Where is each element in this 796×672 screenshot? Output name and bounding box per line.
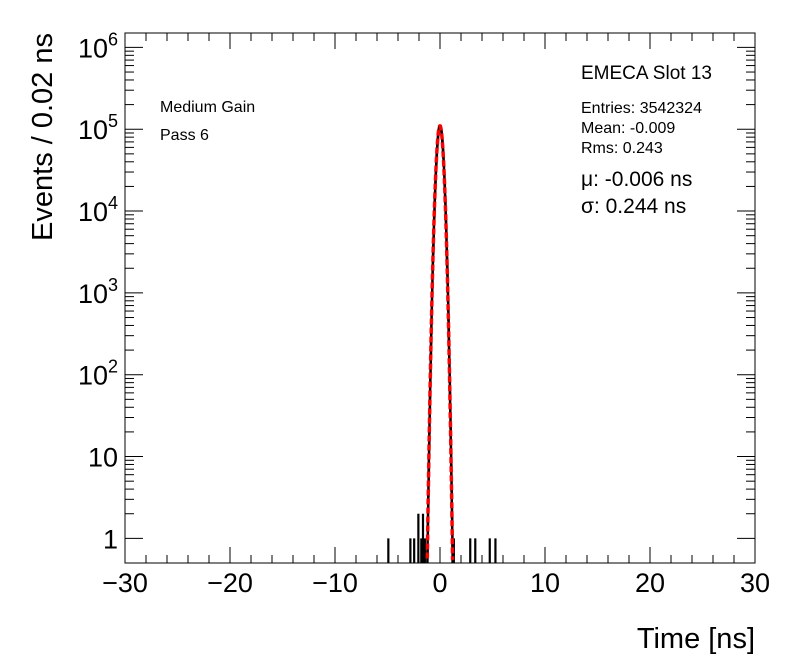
y-tick-exponent: 3 <box>108 275 118 295</box>
x-tick-label: −20 <box>207 568 253 598</box>
y-tick-label: 104 <box>78 193 118 227</box>
fit-sigma-label: σ: 0.244 ns <box>581 195 687 218</box>
y-axis-title: Events / 0.02 ns <box>27 33 59 241</box>
y-axis-ticks <box>125 46 755 539</box>
x-tick-label: −30 <box>102 568 148 598</box>
y-tick-label: 10 <box>88 443 118 473</box>
x-tick-label: 30 <box>740 568 770 598</box>
slot-label: EMECA Slot 13 <box>581 63 712 84</box>
mean-stat: Mean: -0.009 <box>581 120 676 137</box>
fit-mu-label: μ: -0.006 ns <box>581 168 693 191</box>
y-tick-label: 102 <box>78 357 118 391</box>
y-tick-label: 1 <box>103 524 118 554</box>
gaussian-fit-curve <box>425 124 455 560</box>
x-tick-label: 10 <box>530 568 560 598</box>
x-tick-label: 0 <box>432 568 447 598</box>
x-axis-tick-labels: −30 −20 −10 0 10 20 30 <box>102 568 770 598</box>
rms-stat: Rms: 0.243 <box>581 140 663 157</box>
histogram-bins <box>387 513 497 563</box>
gain-label: Medium Gain <box>160 99 256 116</box>
y-tick-label: 103 <box>78 275 118 309</box>
pass-label: Pass 6 <box>160 127 209 144</box>
y-tick-label: 105 <box>78 111 118 145</box>
y-tick-exponent: 4 <box>108 193 118 213</box>
y-tick-label: 106 <box>78 29 118 63</box>
x-tick-label: −10 <box>312 568 358 598</box>
y-tick-exponent: 2 <box>108 357 118 377</box>
entries-stat: Entries: 3542324 <box>581 100 702 117</box>
x-axis-ticks <box>124 33 756 563</box>
y-tick-exponent: 6 <box>108 29 118 49</box>
y-axis-tick-labels: 1 10 102 103 104 105 106 <box>78 29 118 554</box>
y-tick-exponent: 5 <box>108 111 118 131</box>
x-axis-title: Time [ns] <box>637 623 755 655</box>
x-tick-label: 20 <box>635 568 665 598</box>
